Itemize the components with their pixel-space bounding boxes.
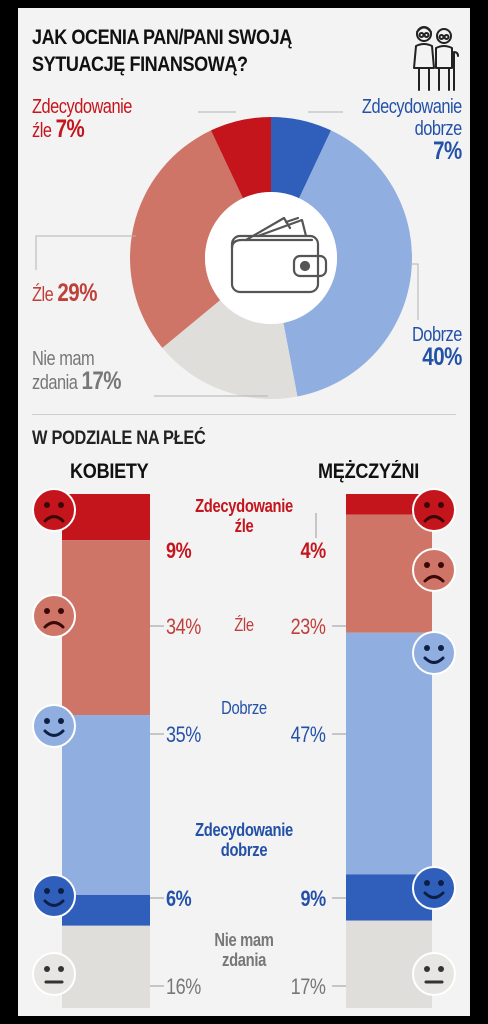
- men-very-bad-pct: 4%: [300, 538, 327, 563]
- slice-very-good: [271, 117, 332, 199]
- section-divider: [32, 414, 456, 415]
- women-good-pct: 35%: [166, 722, 201, 747]
- women-none-pct: 16%: [166, 974, 201, 999]
- men-bad-pct: 23%: [291, 614, 326, 639]
- women-bad-pct: 34%: [166, 614, 201, 639]
- very-bad-word: Zdecydowanie: [32, 96, 132, 118]
- smile-face-icon: [32, 704, 76, 748]
- very-good-word: Zdecydowanie: [362, 96, 462, 118]
- mid-none-label: Nie mam zdania: [214, 930, 274, 970]
- very-sad-face-icon: [32, 488, 76, 532]
- leader-line: [410, 263, 419, 320]
- bar-women-none: [62, 925, 150, 1008]
- bar-men-very-bad: [346, 494, 432, 515]
- very-good-word2: dobrze: [414, 118, 463, 140]
- slice-bad: [130, 130, 243, 348]
- women-very-good-pct: 6%: [166, 886, 192, 911]
- stacked-bar-chart: [32, 488, 456, 1008]
- sad-face-icon: [412, 548, 456, 592]
- men-heading: MĘŻCZYŹNI: [318, 460, 420, 483]
- mid-bad-label: Źle: [234, 615, 254, 635]
- good-word: Dobrze: [412, 324, 462, 346]
- bar-women-bad: [62, 540, 150, 716]
- neutral-face-icon: [32, 952, 76, 996]
- bar-men-good: [346, 632, 432, 875]
- elderly-couple-icon: [413, 26, 459, 91]
- bar-women-very-good: [62, 894, 150, 926]
- women-heading: KOBIETY: [70, 460, 149, 483]
- big-smile-face-icon: [32, 874, 76, 918]
- sad-face-icon: [32, 594, 76, 638]
- bad-word: Źle: [32, 284, 54, 306]
- bad-label: Źle 29%: [32, 279, 97, 307]
- men-very-good-pct: 9%: [300, 886, 327, 911]
- women-very-bad-pct: 9%: [166, 538, 192, 563]
- donut-chart: [35, 111, 419, 399]
- none-word: Nie mam: [32, 348, 95, 370]
- section-subtitle: W PODZIALE NA PŁEĆ: [32, 428, 206, 449]
- bar-women-good: [62, 715, 150, 895]
- slice-none: [162, 300, 298, 399]
- men-good-pct: 47%: [291, 722, 326, 747]
- bad-pct: 29%: [57, 279, 97, 307]
- very-good-label: Zdecydowanie dobrze 7%: [362, 96, 462, 164]
- page-title: JAK OCENIA PAN/PANI SWOJĄ SYTUACJĘ FINAN…: [32, 26, 292, 76]
- infographic-card: JAK OCENIA PAN/PANI SWOJĄ SYTUACJĘ FINAN…: [18, 8, 470, 1016]
- good-pct: 40%: [422, 343, 462, 371]
- slice-very-bad: [210, 117, 271, 199]
- mid-good-label: Dobrze: [221, 698, 267, 718]
- big-smile-face-icon: [412, 866, 456, 910]
- good-label: Dobrze 40%: [412, 324, 462, 370]
- very-good-pct: 7%: [433, 137, 462, 165]
- slice-good: [283, 130, 412, 397]
- none-pct: 17%: [81, 367, 122, 395]
- mid-very-good-label: Zdecydowanie dobrze: [195, 820, 293, 860]
- very-bad-word2: źle: [32, 120, 52, 142]
- men-none-pct: 17%: [291, 974, 326, 999]
- none-word2: zdania: [32, 372, 78, 394]
- none-label: Nie mam zdania 17%: [32, 348, 122, 395]
- very-sad-face-icon: [412, 488, 456, 532]
- wallet-icon: [230, 216, 328, 294]
- bar-women-very-bad: [62, 494, 150, 541]
- smile-face-icon: [412, 631, 456, 675]
- very-bad-pct: 7%: [55, 115, 85, 143]
- leader-line: [35, 235, 136, 270]
- very-bad-label: Zdecydowanie źle 7%: [32, 96, 132, 142]
- neutral-face-icon: [412, 952, 456, 996]
- mid-very-bad-label: Zdecydowanie źle: [195, 496, 293, 536]
